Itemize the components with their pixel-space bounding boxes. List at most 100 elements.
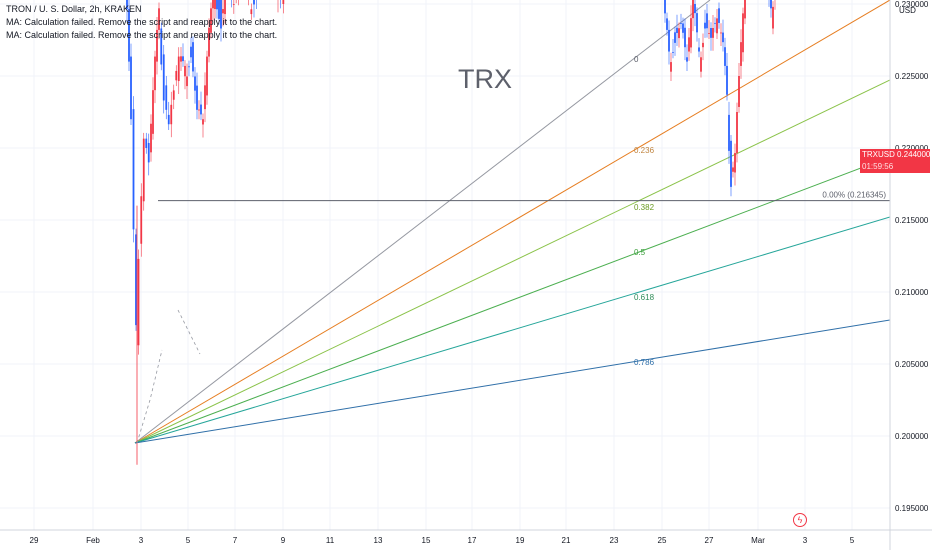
candle-body bbox=[142, 138, 145, 202]
y-tick-label: 0.230000 bbox=[895, 0, 929, 9]
candle-body bbox=[222, 9, 224, 14]
candle-body bbox=[253, 0, 255, 5]
fan-line bbox=[134, 79, 891, 444]
candle-body bbox=[732, 167, 734, 172]
fan-line bbox=[134, 0, 891, 444]
candle-body bbox=[688, 37, 690, 52]
x-tick-label: 9 bbox=[281, 536, 286, 545]
candle-body bbox=[674, 32, 676, 43]
grid bbox=[0, 0, 890, 530]
candles bbox=[126, 0, 776, 465]
candle-body bbox=[160, 28, 163, 65]
x-tick-label: 23 bbox=[610, 536, 619, 545]
x-tick-label: 3 bbox=[803, 536, 808, 545]
candle-body bbox=[188, 66, 190, 68]
candle-body bbox=[165, 85, 168, 110]
x-tick-label: 27 bbox=[705, 536, 714, 545]
price-axis[interactable]: 0.195000 0.200000 0.205000 0.210000 0.215000… bbox=[889, 0, 929, 550]
candle-body bbox=[668, 29, 670, 52]
fan-level-label: 0.382 bbox=[634, 203, 655, 212]
candle-body bbox=[670, 62, 672, 72]
last-price-symbol: TRXUSD bbox=[860, 149, 930, 161]
x-tick-label: 17 bbox=[468, 536, 477, 545]
candle-body bbox=[704, 22, 706, 29]
candle-body bbox=[742, 13, 744, 53]
x-tick-label: 11 bbox=[326, 536, 335, 545]
candle-body bbox=[700, 57, 702, 72]
candle-body bbox=[692, 0, 694, 19]
candle-body bbox=[682, 23, 684, 33]
y-tick-label: 0.195000 bbox=[895, 504, 929, 513]
time-axis[interactable]: 29 Feb 3 5 7 9 11 13 15 17 19 21 23 25 27 Mar 3 5 bbox=[0, 529, 932, 545]
indicator-error-1: MA: Calculation failed. Remove the scrip… bbox=[6, 17, 278, 27]
candle-body bbox=[152, 90, 154, 134]
candle-body bbox=[170, 104, 173, 125]
candle-body bbox=[702, 42, 704, 48]
x-tick-label: 13 bbox=[374, 536, 383, 545]
candle-body bbox=[772, 6, 774, 29]
candle-body bbox=[220, 0, 222, 29]
candle-body bbox=[770, 0, 772, 9]
candle-body bbox=[716, 18, 718, 34]
fan-level-label: 0.618 bbox=[634, 293, 655, 302]
x-tick-label: 5 bbox=[850, 536, 855, 545]
x-tick-label: 15 bbox=[422, 536, 431, 545]
candle-body bbox=[718, 8, 720, 23]
flash-icon[interactable]: ϟ bbox=[793, 513, 807, 527]
fib-level-label: 0.00% (0.216345) bbox=[822, 191, 886, 200]
candle-body bbox=[722, 32, 724, 43]
candle-body bbox=[167, 114, 170, 125]
candle-body bbox=[216, 0, 218, 10]
candle-body bbox=[664, 0, 666, 14]
candle-body bbox=[196, 85, 198, 110]
y-tick-label: 0.220000 bbox=[895, 144, 929, 153]
fib-speed-fan[interactable]: 0 0.236 0.382 0.5 0.618 0.786 bbox=[134, 0, 891, 444]
x-tick-label: 3 bbox=[139, 536, 144, 545]
candle-body bbox=[186, 76, 188, 87]
indicator-error-2: MA: Calculation failed. Remove the scrip… bbox=[6, 30, 278, 40]
candle-body bbox=[132, 109, 135, 230]
y-tick-label: 0.225000 bbox=[895, 72, 929, 81]
y-tick-label: 0.200000 bbox=[895, 432, 929, 441]
candle-body bbox=[158, 8, 160, 30]
y-tick-label: 0.210000 bbox=[895, 288, 929, 297]
candle-body bbox=[198, 109, 200, 111]
fan-level-label: 0 bbox=[634, 55, 639, 64]
x-tick-label: Feb bbox=[86, 536, 100, 545]
candle-body bbox=[154, 56, 156, 91]
candle-body bbox=[232, 4, 235, 5]
fan-level-label: 0.786 bbox=[634, 358, 655, 367]
x-tick-label: Mar bbox=[751, 536, 765, 545]
candle-body bbox=[740, 42, 742, 66]
candle-body bbox=[156, 29, 158, 62]
candle-body bbox=[218, 0, 220, 19]
bar-countdown: 01:59:56 bbox=[860, 161, 930, 173]
candle-body bbox=[162, 54, 165, 101]
candle-body bbox=[726, 65, 728, 95]
x-tick-label: 7 bbox=[233, 536, 238, 545]
candle-body bbox=[177, 56, 180, 82]
candle-body bbox=[680, 23, 682, 24]
currency-label[interactable]: USD bbox=[899, 6, 916, 15]
fib-retracement[interactable]: 161.80% (0.259290)61.80% (0.232748)0.00%… bbox=[158, 0, 890, 202]
candle-body bbox=[137, 258, 140, 346]
candle-body bbox=[684, 27, 686, 48]
candle-body bbox=[130, 56, 132, 120]
projection-dashed-line bbox=[177, 309, 201, 355]
candle-body bbox=[135, 234, 137, 326]
candle-body bbox=[202, 119, 204, 125]
candle-body bbox=[728, 114, 730, 151]
candle-body bbox=[676, 27, 678, 34]
candle-body bbox=[145, 138, 148, 148]
candle-body bbox=[724, 47, 726, 66]
candle-body bbox=[744, 0, 746, 19]
candle-body bbox=[698, 47, 700, 52]
fan-level-label: 0.5 bbox=[634, 248, 646, 257]
candle-body bbox=[730, 140, 732, 187]
candle-body bbox=[214, 0, 216, 10]
candle-body bbox=[696, 13, 698, 33]
x-tick-label: 29 bbox=[30, 536, 39, 545]
chart-title: TRON / U. S. Dollar, 2h, KRAKEN bbox=[6, 4, 142, 14]
x-tick-label: 25 bbox=[658, 536, 667, 545]
